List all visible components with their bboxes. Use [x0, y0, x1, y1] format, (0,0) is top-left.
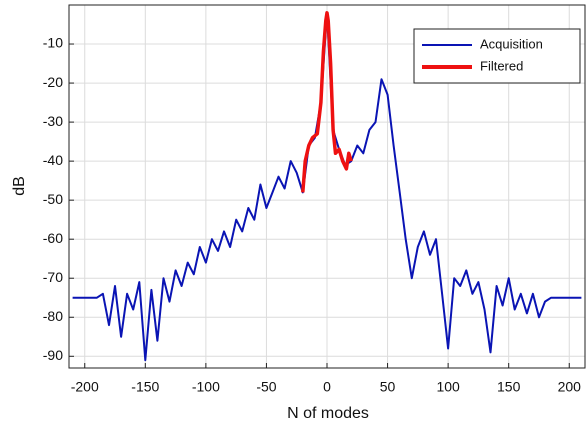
x-tick-label: 150 [497, 379, 521, 395]
legend-label: Filtered [480, 58, 523, 73]
x-tick-label: 50 [380, 379, 396, 395]
legend-label: Acquisition [480, 36, 543, 51]
y-tick-label: -30 [43, 113, 63, 129]
x-tick-label: -150 [131, 379, 159, 395]
x-tick-label: 0 [323, 379, 331, 395]
x-tick-label: -50 [256, 379, 276, 395]
y-tick-label: -10 [43, 35, 63, 51]
x-axis-label: N of modes [287, 405, 369, 422]
y-tick-label: -20 [43, 74, 63, 90]
plot-frame [68, 4, 586, 369]
y-tick-label: -60 [43, 230, 63, 246]
legend-box [413, 28, 581, 84]
x-tick-label: -100 [192, 379, 220, 395]
y-tick-label: -90 [43, 347, 63, 363]
x-tick-label: 200 [558, 379, 582, 395]
y-tick-label: -80 [43, 308, 63, 324]
y-tick-label: -40 [43, 152, 63, 168]
x-tick-label: 100 [436, 379, 460, 395]
data-line [301, 11, 353, 193]
y-tick-label: -50 [43, 191, 63, 207]
x-tick-label: -200 [71, 379, 99, 395]
y-tick-label: -70 [43, 269, 63, 285]
y-axis-label: dB [11, 176, 28, 196]
